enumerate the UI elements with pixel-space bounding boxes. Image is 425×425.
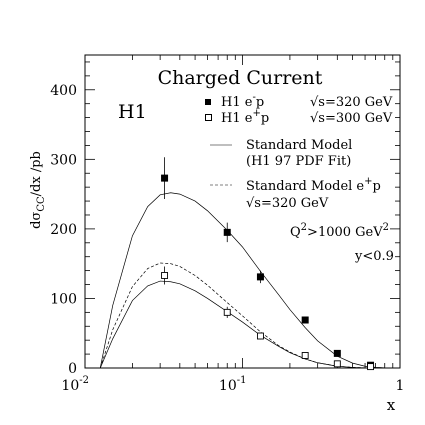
y-axis-label-tail: /dx /pb (29, 151, 44, 196)
annotation-q2-sup: 2 (301, 222, 307, 233)
y-tick-label: 0 (68, 361, 77, 377)
legend-label-eplus-tail: p (261, 111, 269, 126)
legend-sm-ep-energy: √s=320 GeV (246, 196, 329, 211)
data-point-eminus (256, 273, 264, 281)
annotation-y-cut: y<0.9 (354, 249, 394, 264)
legend-sm-ep-tail: p (373, 179, 381, 194)
legend-label-eplus-sup: + (252, 108, 260, 119)
legend-label-eminus-sup: - (252, 92, 255, 103)
y-axis-label-main: dσ (29, 212, 44, 229)
legend-sm-ep: Standard Model e+p (246, 176, 381, 194)
data-point-eplus (223, 308, 231, 316)
y-tick-label: 100 (50, 291, 77, 307)
curve-solid-2 (99, 280, 393, 368)
legend-sm-ep-main: Standard Model e (246, 179, 364, 194)
data-point-eminus (223, 228, 231, 236)
legend-energy-eminus: √s=320 GeV (310, 95, 393, 110)
legend-sm-ep-sup: + (364, 176, 372, 187)
y-axis-label: dσCC/dx /pb (29, 151, 47, 229)
x-tick-label-base: 10 (219, 378, 237, 394)
annotation-q2-cut: Q2>1000 GeV2 (290, 222, 389, 240)
x-tick-label-base: 10 (61, 378, 79, 394)
data-point-eplus (301, 352, 309, 359)
data-point-eplus (367, 363, 374, 371)
legend-label-eplus: H1 e+p (221, 108, 269, 126)
legend-marker-open-square (205, 114, 212, 121)
y-axis-label-sub: CC (36, 196, 47, 212)
legend-sm-line1: Standard Model (246, 138, 352, 153)
experiment-label: H1 (118, 101, 147, 123)
curve-solid-0 (99, 192, 393, 368)
x-tick-label: 10-2 (61, 375, 89, 394)
data-point-eminus (301, 316, 309, 324)
legend-label-eminus: H1 e-p (221, 92, 264, 110)
annotation-q2-mid: >1000 GeV (307, 225, 383, 240)
x-tick-label: 10-1 (219, 375, 247, 394)
data-point-eplus (161, 272, 169, 279)
legend-sm-line2: (H1 97 PDF Fit) (246, 154, 351, 169)
legend-marker-filled-square (205, 99, 211, 105)
data-point-eminus (333, 349, 341, 357)
x-axis-label: x (387, 396, 396, 414)
x-tick-label: 1 (396, 378, 405, 394)
x-tick-label-base: 1 (396, 378, 405, 394)
annotation-q2-sup2: 2 (383, 222, 389, 233)
y-tick-label: 300 (50, 152, 77, 168)
data-point-eplus (256, 332, 264, 340)
y-tick-label: 200 (50, 222, 77, 238)
data-point-eminus (161, 174, 169, 182)
legend-label-eplus-main: H1 e (221, 111, 253, 126)
x-tick-label-exponent: -1 (237, 375, 247, 386)
legend-energy-eplus: √s=300 GeV (310, 111, 393, 126)
legend-label-eminus-tail: p (256, 95, 264, 110)
data-point-eplus (333, 360, 341, 368)
y-tick-label: 400 (50, 83, 77, 99)
chart-title: Charged Current (158, 67, 323, 89)
x-tick-label-exponent: -2 (79, 375, 89, 386)
annotation-q2-main: Q (290, 225, 301, 240)
legend-label-eminus-main: H1 e (221, 95, 253, 110)
